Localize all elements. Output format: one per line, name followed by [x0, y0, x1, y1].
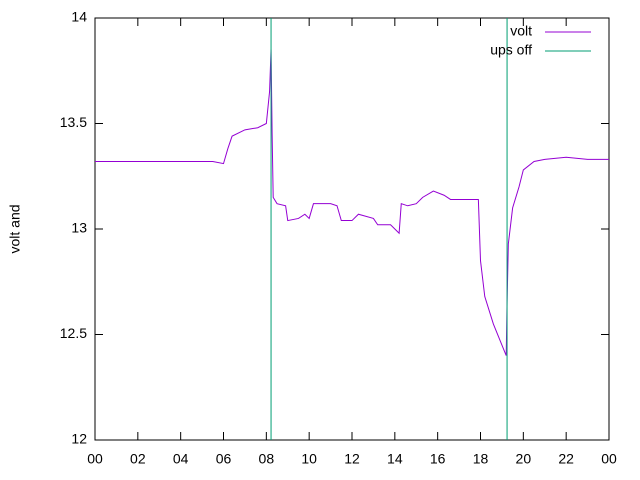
x-tick-label: 18	[473, 451, 489, 467]
y-tick-label: 12.5	[60, 325, 87, 341]
series-line	[270, 18, 508, 440]
x-tick-label: 12	[344, 451, 360, 467]
x-tick-label: 10	[301, 451, 317, 467]
y-tick-label: 14	[71, 9, 87, 25]
y-tick-label: 12	[71, 431, 87, 447]
plot-border	[94, 17, 610, 441]
x-tick-label: 16	[430, 451, 446, 467]
x-tick-label: 22	[558, 451, 574, 467]
x-tick-label: 06	[216, 451, 232, 467]
y-axis-label: volt and	[7, 204, 23, 253]
x-tick-label: 08	[259, 451, 275, 467]
x-tick-label: 20	[516, 451, 532, 467]
series-line	[95, 49, 609, 356]
x-tick-label: 00	[601, 451, 617, 467]
y-tick-label: 13.5	[60, 114, 87, 130]
x-tick-label: 00	[87, 451, 103, 467]
legend-label: ups off	[490, 42, 532, 58]
x-tick-label: 14	[387, 451, 403, 467]
y-tick-label: 13	[71, 220, 87, 236]
legend-label: volt	[510, 23, 532, 39]
x-tick-label: 02	[130, 451, 146, 467]
x-tick-label: 04	[173, 451, 189, 467]
